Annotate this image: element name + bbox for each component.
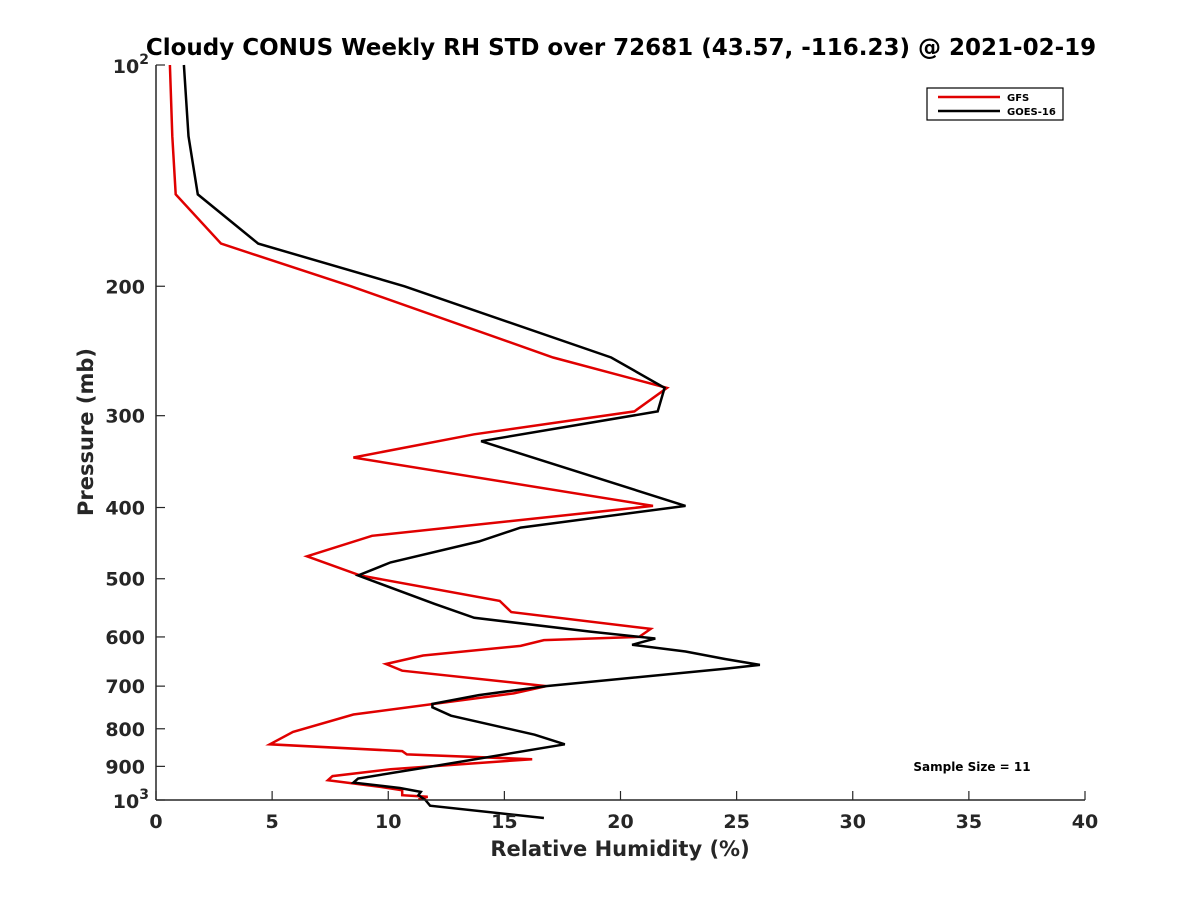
series-line-goes16 (182, 64, 761, 820)
y-tick-label: 200 (105, 276, 145, 298)
y-tick-label: 300 (105, 406, 145, 428)
sample-size-annotation: Sample Size = 11 (913, 760, 1030, 774)
x-axis-label: Relative Humidity (%) (490, 837, 749, 861)
x-tick-label: 15 (491, 811, 517, 833)
y-ticks: 102 200 300 400 500 600 700 800 900 103 (105, 52, 165, 813)
y-tick-label: 800 (105, 719, 145, 741)
x-tick-label: 5 (266, 811, 279, 833)
x-tick-label: 20 (607, 811, 633, 833)
y-axis-label: Pressure (mb) (74, 348, 98, 516)
y-tick-label: 102 (113, 52, 149, 78)
y-tick-label: 900 (105, 756, 145, 778)
x-tick-label: 35 (956, 811, 982, 833)
series-layer (168, 64, 761, 820)
legend-label-goes16: GOES-16 (1007, 107, 1056, 118)
legend: GFS GOES-16 (926, 87, 1064, 121)
x-tick-label: 40 (1072, 811, 1098, 833)
x-tick-label: 30 (840, 811, 866, 833)
x-tick-label: 25 (723, 811, 749, 833)
legend-label-gfs: GFS (1007, 93, 1029, 104)
plot-area (156, 65, 1085, 800)
y-tick-label: 103 (113, 787, 149, 813)
y-tick-label: 600 (105, 627, 145, 649)
x-tick-label: 10 (375, 811, 401, 833)
chart-title: Cloudy CONUS Weekly RH STD over 72681 (4… (146, 35, 1096, 61)
y-tick-label: 500 (105, 569, 145, 591)
x-tick-label: 0 (149, 811, 162, 833)
y-tick-label: 400 (105, 498, 145, 520)
x-ticks: 0 5 10 15 20 25 30 35 40 (149, 791, 1098, 833)
legend-box (926, 87, 1064, 121)
y-tick-label: 700 (105, 676, 145, 698)
series-line-gfs (168, 64, 670, 801)
